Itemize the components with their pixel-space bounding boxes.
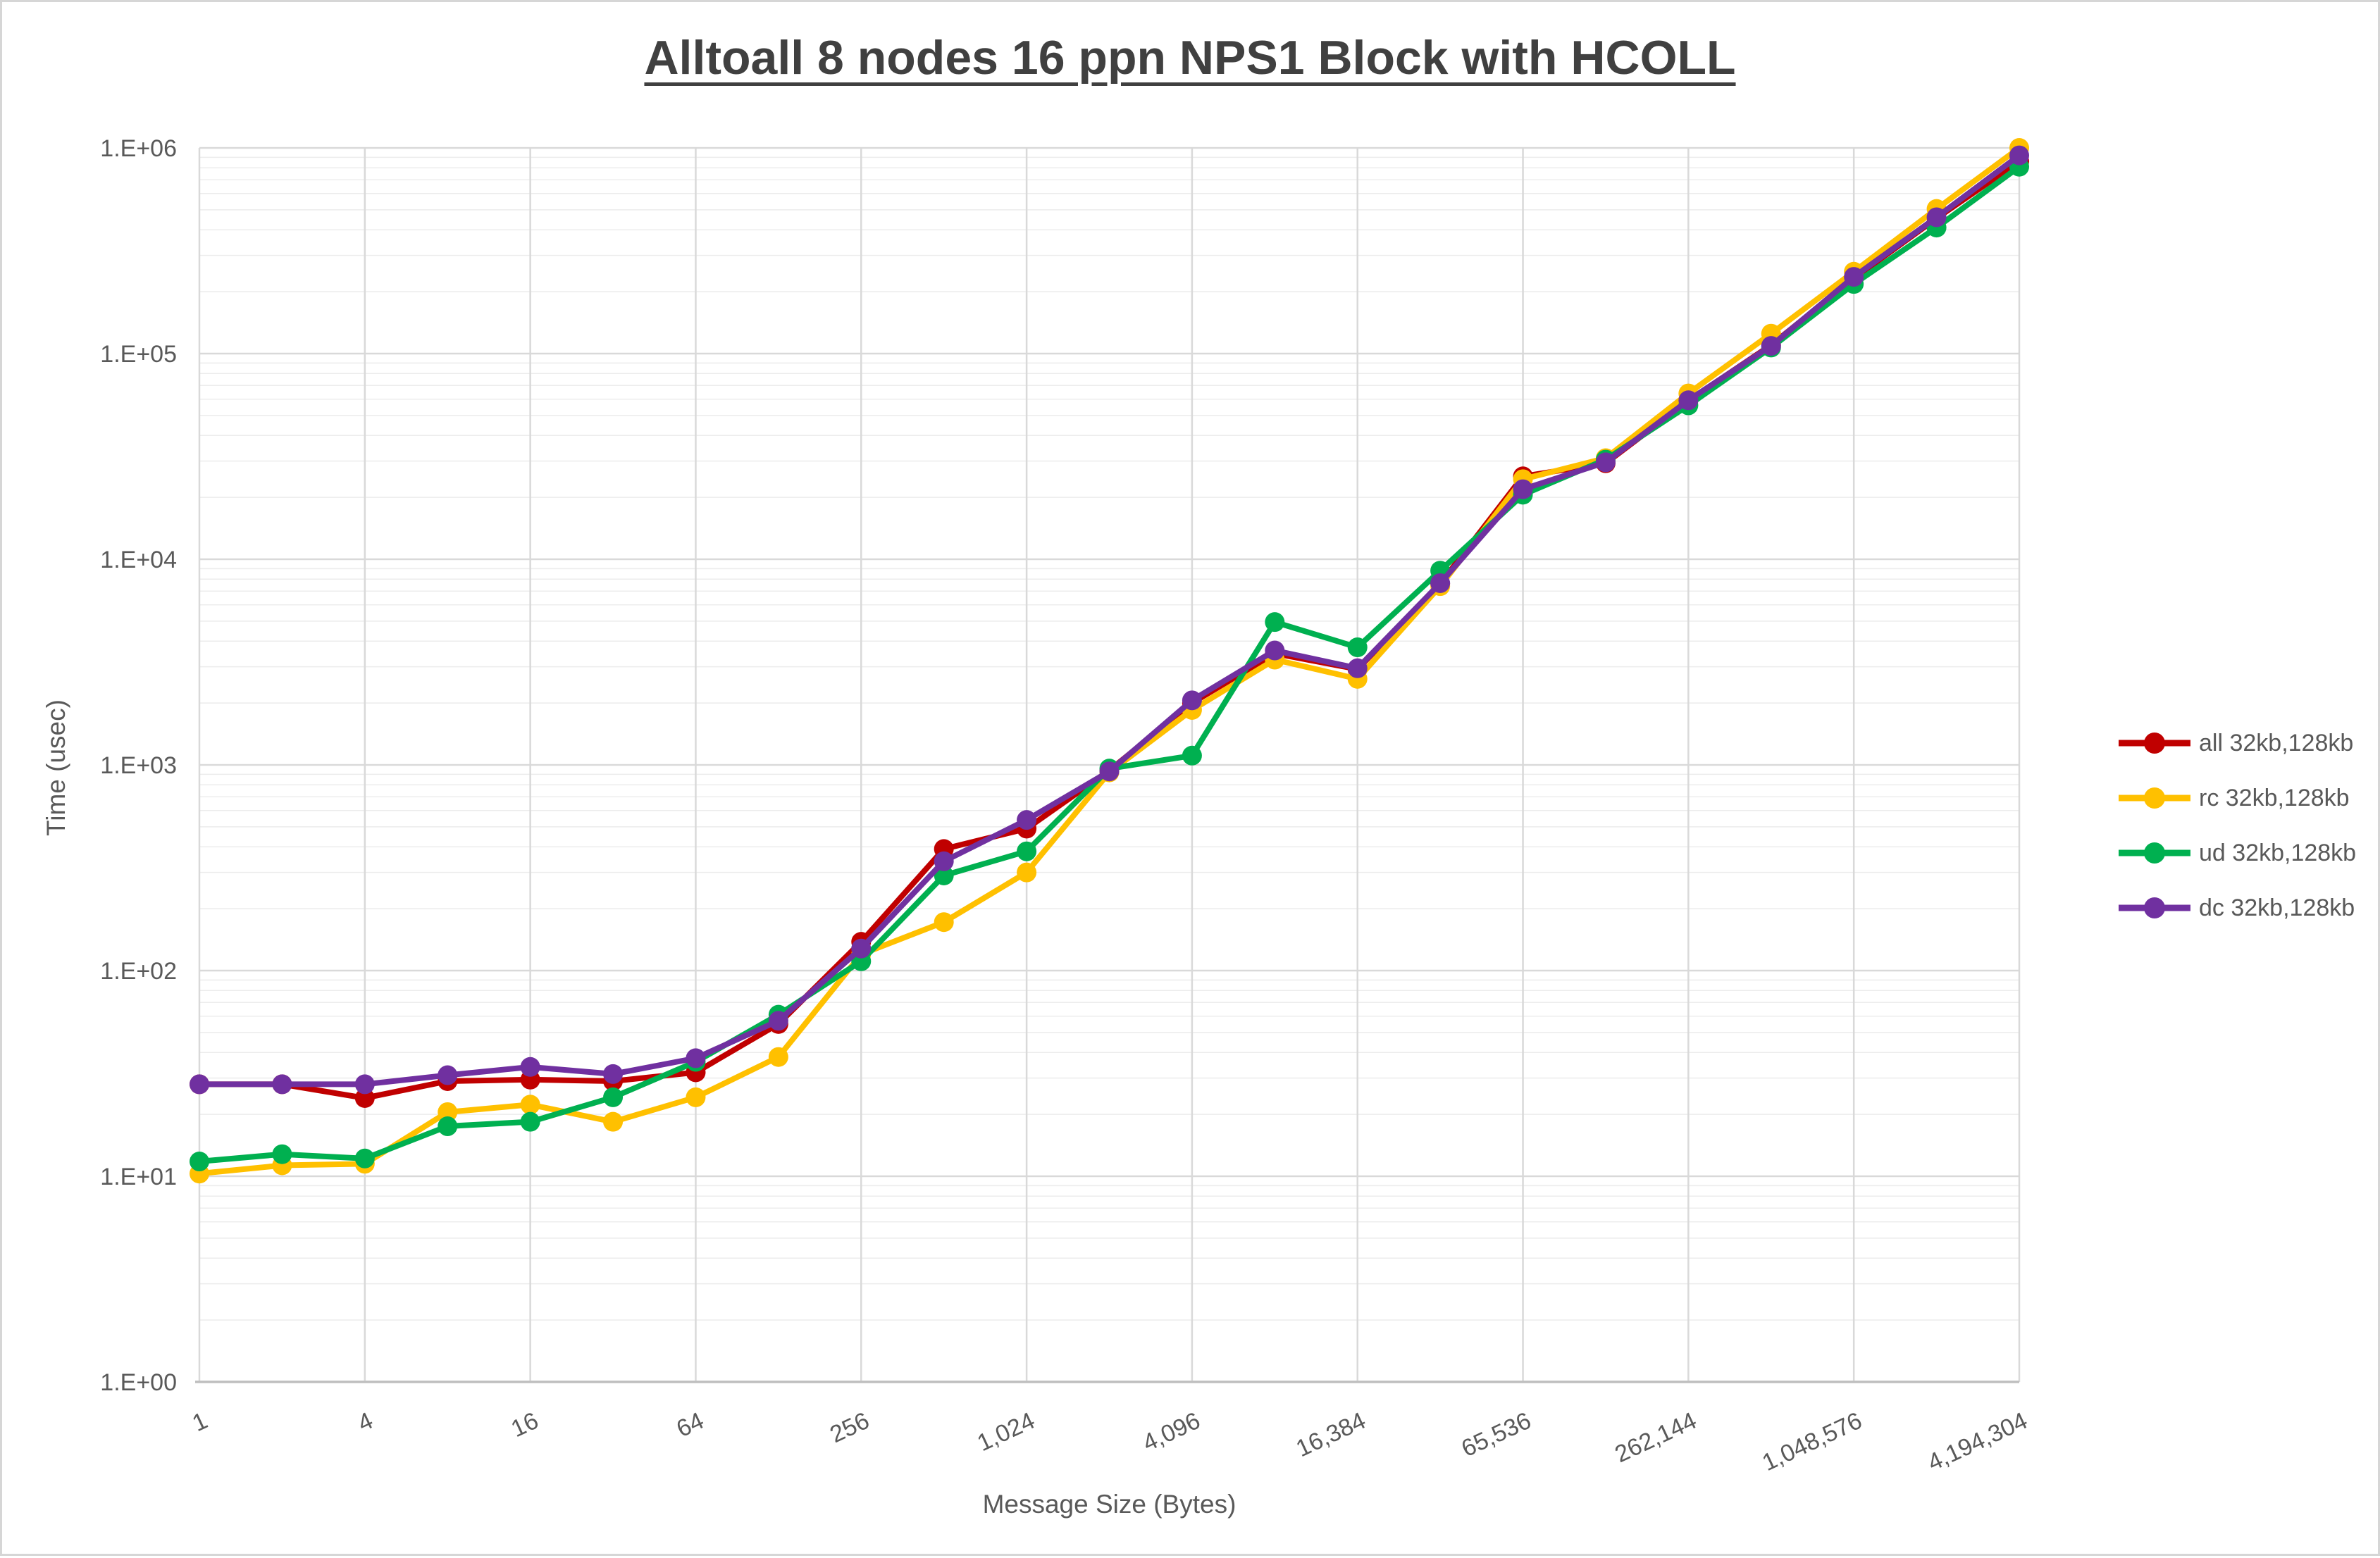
legend-marker-rc [2144, 787, 2165, 809]
legend-label-ud: ud 32kb,128kb [2199, 839, 2357, 866]
series-marker-ud [1347, 637, 1368, 658]
series-marker-dc [1513, 479, 1533, 499]
series-marker-ud [438, 1116, 458, 1137]
series-line-ud [197, 163, 2022, 1165]
series-marker-dc [438, 1065, 458, 1085]
series-marker-rc [686, 1087, 706, 1107]
x-tick-label: 256 [826, 1407, 873, 1448]
series-marker-dc [354, 1074, 375, 1095]
legend-marker-ud [2144, 842, 2165, 864]
y-tick-label: 1.E+01 [100, 1164, 177, 1190]
legend-swatch-all [2119, 733, 2190, 754]
series-marker-ud [272, 1144, 292, 1164]
legend-item-dc: dc 32kb,128kb [2117, 890, 2356, 926]
y-tick-label: 1.E+04 [100, 547, 177, 573]
series-marker-dc [768, 1011, 788, 1031]
series-marker-dc [2009, 145, 2029, 166]
series-marker-dc [1017, 810, 1037, 830]
series-marker-ud [1265, 612, 1285, 632]
x-tick-label: 64 [672, 1407, 707, 1442]
x-tick-label: 1,024 [973, 1407, 1039, 1457]
y-axis-title: Time (usec) [42, 699, 70, 836]
legend-item-all: all 32kb,128kb [2117, 725, 2356, 761]
series-marker-rc [934, 912, 954, 933]
series-marker-dc [1595, 452, 1616, 473]
series-marker-dc [1678, 390, 1699, 411]
x-axis-title: Message Size (Bytes) [982, 1490, 1237, 1519]
series-marker-ud [520, 1111, 540, 1132]
y-tick-label: 1.E+05 [100, 341, 177, 368]
y-tick-label: 1.E+02 [100, 958, 177, 985]
series-marker-dc [1265, 640, 1285, 661]
chart-title: Alltoall 8 nodes 16 ppn NPS1 Block with … [644, 31, 1736, 85]
legend-swatch-rc [2119, 787, 2190, 809]
series-marker-dc [272, 1074, 292, 1095]
series-marker-dc [1182, 690, 1202, 711]
series-marker-ud [190, 1152, 209, 1172]
series-line-rc [197, 145, 2022, 1177]
legend-marker-dc [2144, 897, 2165, 918]
series-marker-rc [438, 1102, 458, 1122]
x-tick-label: 4,096 [1139, 1407, 1204, 1457]
x-tick-label: 4 [354, 1407, 377, 1437]
series-marker-rc [520, 1095, 540, 1115]
x-tick-label: 1,048,576 [1758, 1407, 1866, 1476]
series-line-all [197, 158, 2022, 1101]
series-marker-rc [603, 1111, 624, 1132]
x-tick-label: 65,536 [1458, 1407, 1535, 1462]
series-marker-rc [768, 1047, 788, 1067]
series-marker-dc [686, 1048, 706, 1068]
x-tick-label: 262,144 [1611, 1407, 1700, 1468]
x-tick-label: 16,384 [1292, 1407, 1370, 1462]
series-marker-dc [1761, 336, 1781, 356]
legend-marker-all [2144, 733, 2165, 754]
series-marker-dc [1926, 207, 1947, 228]
series-marker-dc [934, 851, 954, 871]
series-marker-dc [1347, 658, 1368, 678]
legend: all 32kb,128kb rc 32kb,128kb ud 32kb,128kb… [2117, 725, 2356, 926]
y-tick-label: 1.E+00 [100, 1369, 177, 1396]
legend-label-all: all 32kb,128kb [2199, 729, 2354, 756]
legend-swatch-ud [2119, 842, 2190, 864]
x-tick-label: 4,194,304 [1923, 1407, 2031, 1476]
series-marker-dc [520, 1057, 540, 1077]
series-marker-dc [1099, 761, 1120, 782]
legend-item-ud: ud 32kb,128kb [2117, 835, 2356, 871]
y-tick-label: 1.E+03 [100, 752, 177, 779]
series-marker-all [354, 1088, 375, 1108]
series-marker-ud [1182, 745, 1202, 766]
series-marker-rc [1017, 862, 1037, 883]
series-marker-ud [354, 1148, 375, 1168]
x-tick-label: 1 [188, 1407, 211, 1437]
series-marker-dc [1844, 267, 1864, 287]
series-marker-ud [1017, 841, 1037, 861]
legend-label-dc: dc 32kb,128kb [2199, 894, 2355, 921]
series-marker-dc [190, 1074, 209, 1095]
series-marker-dc [603, 1064, 624, 1084]
legend-item-rc: rc 32kb,128kb [2117, 780, 2356, 816]
legend-label-rc: rc 32kb,128kb [2199, 784, 2350, 811]
series-marker-dc [851, 938, 872, 959]
series-marker-ud [603, 1087, 624, 1107]
series-marker-dc [1430, 573, 1451, 593]
x-tick-label: 16 [507, 1407, 543, 1442]
y-tick-label: 1.E+06 [100, 135, 177, 162]
legend-swatch-dc [2119, 897, 2190, 918]
series-line-dc [197, 152, 2022, 1088]
